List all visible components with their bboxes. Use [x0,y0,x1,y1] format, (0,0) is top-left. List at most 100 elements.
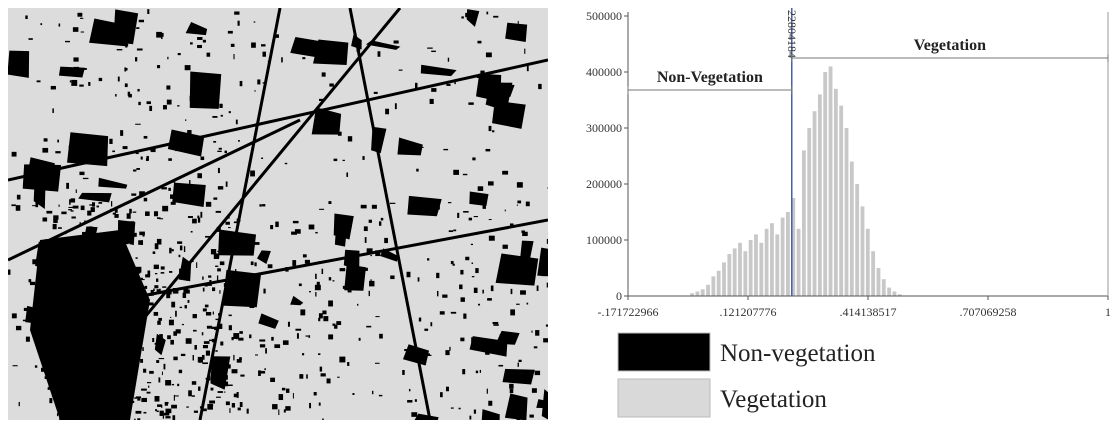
speckle [178,53,181,55]
speckle [185,305,187,308]
speckle [46,211,52,214]
speckle [169,248,171,254]
speckle [275,222,278,227]
bar [781,218,785,296]
speckle [217,268,221,271]
speckle [446,84,450,86]
speckle [315,274,317,279]
speckle [503,245,508,249]
bar [850,162,854,296]
speckle [172,249,174,251]
speckle [152,338,154,342]
speckle [424,329,428,331]
speckle [440,311,445,314]
speckle [79,85,83,87]
bar [717,271,721,296]
speckle [469,218,472,221]
speckle [431,51,436,52]
speckle [236,120,238,125]
bar [722,262,726,296]
speckle [303,254,307,257]
speckle [213,197,217,199]
speckle [231,337,233,340]
speckle [328,201,331,204]
speckle [207,404,213,410]
speckle [265,348,267,353]
speckle [322,311,326,315]
speckle [448,58,449,62]
speckle [192,195,196,198]
speckle [238,140,240,142]
speckle [348,136,352,141]
speckle [137,418,140,422]
speckle [65,41,70,42]
speckle [32,259,38,264]
speckle [217,151,221,152]
speckle [145,211,150,216]
speckle [492,130,494,132]
speckle [258,370,261,376]
speckle [223,382,228,387]
speckle [82,68,87,70]
bar [845,128,849,296]
speckle [299,283,302,286]
speckle [323,316,328,321]
speckle [519,27,522,29]
speckle [291,232,297,235]
speckle [477,41,481,44]
speckle [329,277,331,280]
bar [818,94,822,296]
speckle [485,350,489,354]
y-tick-label: 500000 [586,9,622,23]
speckle [203,288,205,292]
speckle [319,403,321,406]
speckle [297,333,299,339]
speckle [183,293,186,298]
speckle [141,398,147,402]
bar [839,106,843,296]
speckle [8,270,10,275]
speckle [336,321,341,325]
speckle [143,233,145,236]
speckle [309,291,311,292]
speckle [249,302,254,308]
x-tick-label: .121207776 [720,305,777,319]
bar [775,234,779,296]
speckle [487,389,488,394]
speckle [213,141,216,143]
speckle [459,285,462,290]
speckle [343,286,346,289]
speckle [261,44,266,46]
speckle [214,253,219,259]
bar [701,289,705,296]
speckle [513,269,515,272]
speckle [25,15,27,19]
speckle [288,322,290,327]
speckle [155,243,159,249]
speckle [369,220,372,223]
speckle [320,367,322,372]
speckle [472,263,474,264]
speckle [343,160,345,161]
speckle [411,412,417,417]
speckle [535,330,539,336]
speckle [516,419,520,425]
speckle [220,261,224,265]
speckle [457,213,459,218]
bar [871,251,875,296]
speckle [516,304,520,305]
speckle [190,42,193,44]
speckle [502,171,508,175]
speckle [130,221,134,222]
speckle [229,408,230,413]
speckle [40,23,42,25]
speckle [52,108,54,113]
speckle [155,343,158,345]
speckle [73,57,78,61]
dark-patch [7,51,29,78]
speckle [160,411,164,416]
speckle [226,251,229,254]
speckle [306,374,308,378]
speckle [250,170,255,176]
speckle [12,313,17,318]
